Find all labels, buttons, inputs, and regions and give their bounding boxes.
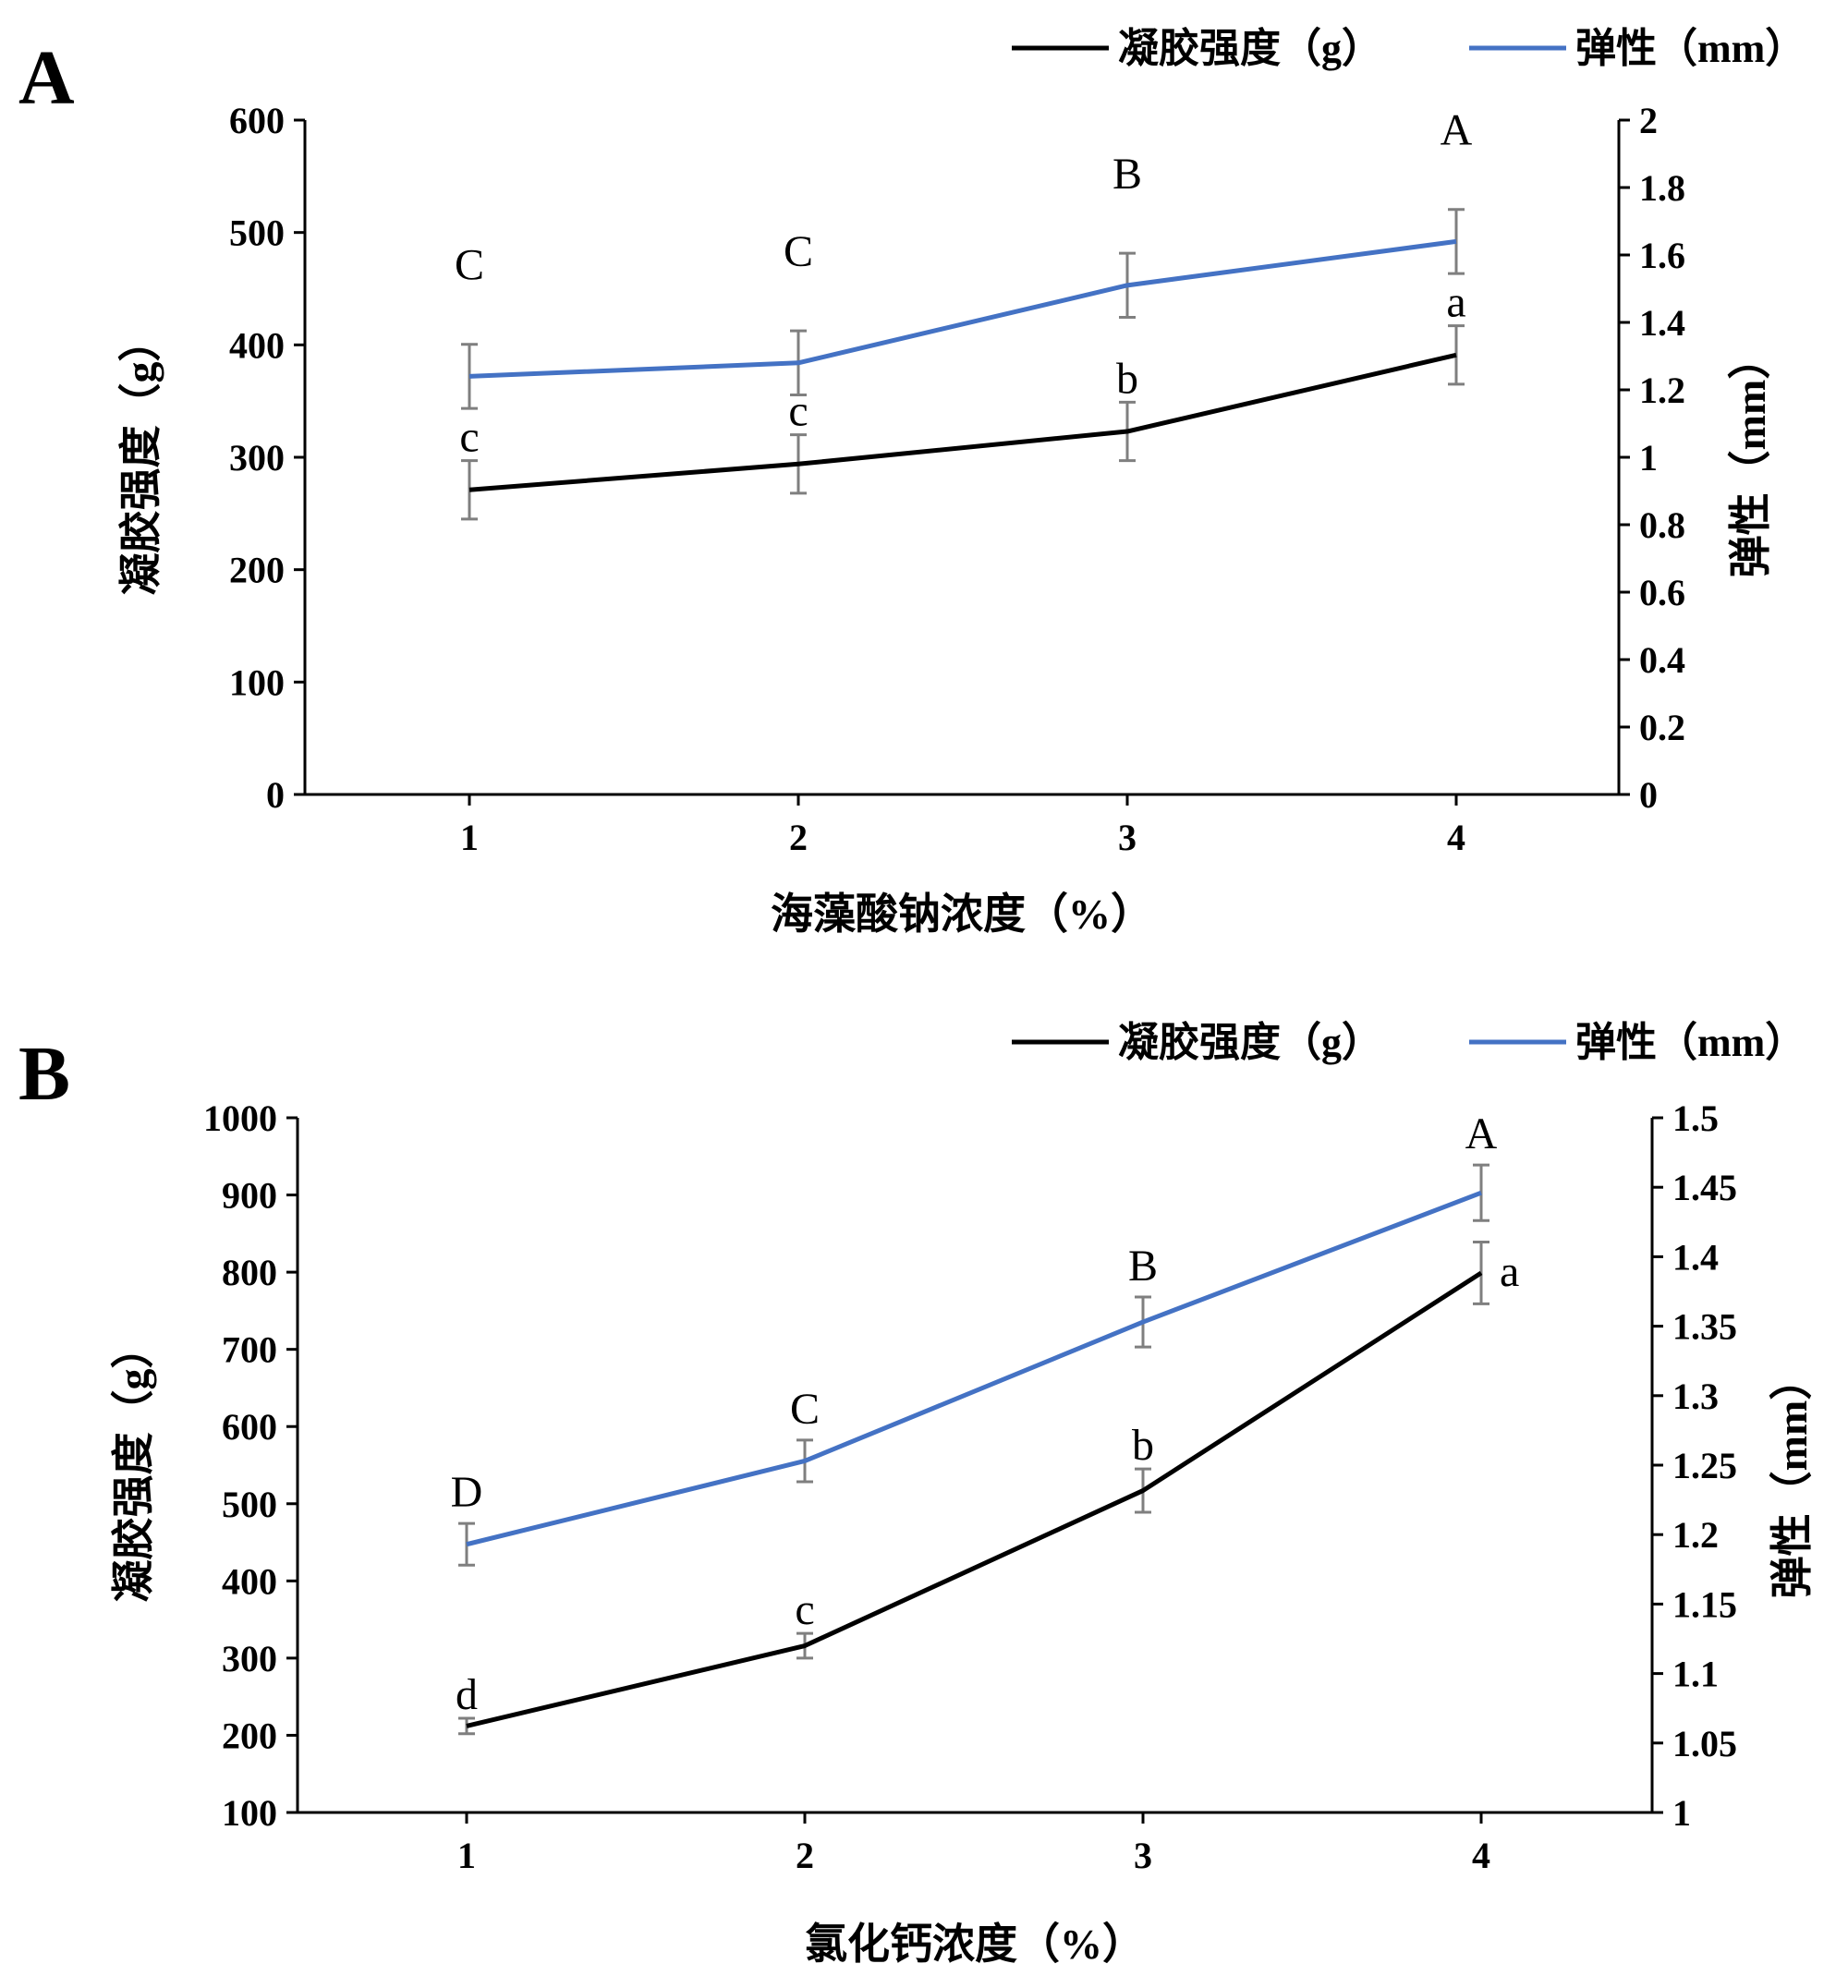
panel-b-y-right-tick-label: 1.5 (1672, 1097, 1719, 1139)
panel-a-y-right-axis-title: 弹性（mm） (1727, 337, 1774, 578)
panel-b-y-left-tick-label: 900 (222, 1175, 277, 1217)
panel-b-gel-strength-significance-label: d (456, 1670, 478, 1719)
panel-b-gel-strength-line (466, 1270, 1483, 1728)
panel-b-x-tick-label: 1 (457, 1835, 476, 1876)
panel-a-y-left-axis-title: 凝胶强度（g） (117, 320, 164, 596)
panel-b-y-left-tick-label: 200 (222, 1715, 277, 1756)
panel-b-y-right-tick-label: 1.4 (1672, 1236, 1719, 1278)
panel-a-y-right-tick-label: 0.2 (1639, 707, 1685, 748)
panel-a-y-right-tick-label: 1.6 (1639, 235, 1685, 276)
panel-b-y-right-tick-label: 1 (1672, 1792, 1691, 1834)
panel-a-elasticity-line (468, 238, 1457, 379)
panel-a-legend-gel-strength-label: 凝胶强度（g） (1118, 26, 1382, 71)
panel-b-gel-strength-error-bar (1473, 1241, 1489, 1305)
panel-a-y-left-tick-label: 0 (266, 774, 285, 816)
panel-a-y-right-tick-label: 0.4 (1639, 639, 1685, 681)
panel-b-elasticity-line (466, 1190, 1482, 1547)
panel-b-x-axis-title: 氯化钙浓度（%） (805, 1921, 1145, 1968)
panel-b-y-left-tick-label: 100 (222, 1792, 277, 1834)
panel-b-y-right-tick-label: 1.35 (1672, 1306, 1737, 1348)
panel-b-y-left-tick-label: 800 (222, 1252, 277, 1293)
panel-b-y-left-tick-label: 500 (222, 1484, 277, 1525)
panel-b-y-right-tick-label: 1.25 (1672, 1445, 1737, 1486)
panel-b-y-left-tick-label: 1000 (203, 1097, 277, 1139)
panel-a-y-left-tick-label: 400 (229, 324, 285, 366)
panel-a-y-left-tick-label: 500 (229, 212, 285, 254)
panel-a-y-left-tick-label: 100 (229, 661, 285, 703)
panel-a-x-tick-label: 3 (1118, 817, 1137, 858)
panel-a-gel-strength-error-bar (461, 459, 478, 521)
panel-a-elasticity-significance-label: C (455, 241, 484, 290)
panel-b-gel-strength-significance-label: b (1132, 1421, 1154, 1470)
panel-b-chart: B 100 200 300 400 500 600 700 800 900 1000 1 1.05 1.… (18, 1020, 1816, 1968)
panel-a-y-right-tick-label: 1.4 (1639, 302, 1685, 344)
panel-a-x-tick-label: 4 (1447, 817, 1465, 858)
panel-a-y-left-tick-label: 300 (229, 437, 285, 479)
panel-b-elasticity-error-bar (458, 1521, 475, 1567)
panel-a-legend: 凝胶强度（g） 弹性（mm） (1012, 26, 1805, 71)
panel-a-gel-strength-significance-label: c (459, 413, 479, 462)
panel-b-y-right-axis-title: 弹性（mm） (1769, 1358, 1816, 1599)
panel-a-y-left-tick-label: 600 (229, 100, 285, 141)
panel-a-gel-strength-significance-label: c (788, 387, 808, 436)
panel-a-y-left-tick-label: 200 (229, 550, 285, 591)
panel-b-y-right-tick-label: 1.05 (1672, 1723, 1737, 1764)
panel-b-legend-elasticity-label: 弹性（mm） (1575, 1020, 1805, 1065)
panel-a-letter: A (18, 35, 75, 121)
panel-a-y-right-tick-label: 0.6 (1639, 572, 1685, 613)
panel-a-elasticity-significance-label: A (1441, 106, 1473, 155)
panel-b-y-left-tick-label: 400 (222, 1560, 277, 1602)
panel-a-y-right-tick-label: 1.8 (1639, 167, 1685, 209)
panel-b-legend: 凝胶强度（g） 弹性（mm） (1012, 1020, 1805, 1065)
panel-b-y-right-tick-label: 1.1 (1672, 1654, 1719, 1695)
panel-a-gel-strength-line (468, 352, 1457, 492)
panel-a-chart: A 0 100 200 300 400 500 600 0 0.2 0.4 0.6 0.8 1 1.2 1.… (18, 26, 1805, 938)
panel-b-letter: B (18, 1031, 70, 1117)
panel-a-y-right-tick-label: 2 (1639, 100, 1658, 141)
panel-b-y-left-tick-label: 700 (222, 1329, 277, 1371)
panel-b-x-tick-label: 2 (796, 1835, 814, 1876)
panel-b-elasticity-significance-label: D (451, 1468, 483, 1517)
panel-b-y-left-axis-title: 凝胶强度（g） (110, 1327, 157, 1603)
panel-b-legend-gel-strength-label: 凝胶强度（g） (1118, 1020, 1382, 1065)
panel-b-elasticity-significance-label: A (1465, 1109, 1498, 1158)
panel-a-y-right-tick-label: 0 (1639, 774, 1658, 816)
panel-b-elasticity-significance-label: C (790, 1385, 820, 1434)
panel-a-y-right-tick-label: 1 (1639, 437, 1658, 479)
panel-a-x-axis-title: 海藻酸钠浓度（%） (771, 891, 1153, 938)
panel-a-legend-elasticity-label: 弹性（mm） (1575, 26, 1805, 71)
panel-b-y-right-tick-label: 1.45 (1672, 1167, 1737, 1208)
panel-a-gel-strength-significance-label: b (1116, 354, 1138, 403)
panel-b-y-right-tick-label: 1.3 (1672, 1376, 1719, 1417)
panel-b-y-left-tick-label: 300 (222, 1638, 277, 1679)
panel-b-x-tick-label: 4 (1472, 1835, 1490, 1876)
panel-a-elasticity-significance-label: B (1112, 150, 1142, 199)
panel-b-y-left-tick-label: 600 (222, 1406, 277, 1448)
panel-a-elasticity-significance-label: C (784, 227, 813, 276)
panel-b-y-right-tick-label: 1.2 (1672, 1514, 1719, 1556)
panel-b-gel-strength-significance-label: a (1500, 1247, 1519, 1296)
panel-b-gel-strength-significance-label: c (795, 1585, 814, 1634)
panel-b-y-right-tick-label: 1.15 (1672, 1583, 1737, 1625)
panel-a-y-right-tick-label: 1.2 (1639, 370, 1685, 411)
panel-b-x-tick-label: 3 (1134, 1835, 1152, 1876)
panel-a-x-tick-label: 2 (789, 817, 808, 858)
panel-a-y-right-tick-label: 0.8 (1639, 504, 1685, 546)
panel-a-x-tick-label: 1 (460, 817, 479, 858)
panel-b-elasticity-significance-label: B (1128, 1242, 1158, 1291)
panel-a-gel-strength-significance-label: a (1446, 278, 1465, 327)
